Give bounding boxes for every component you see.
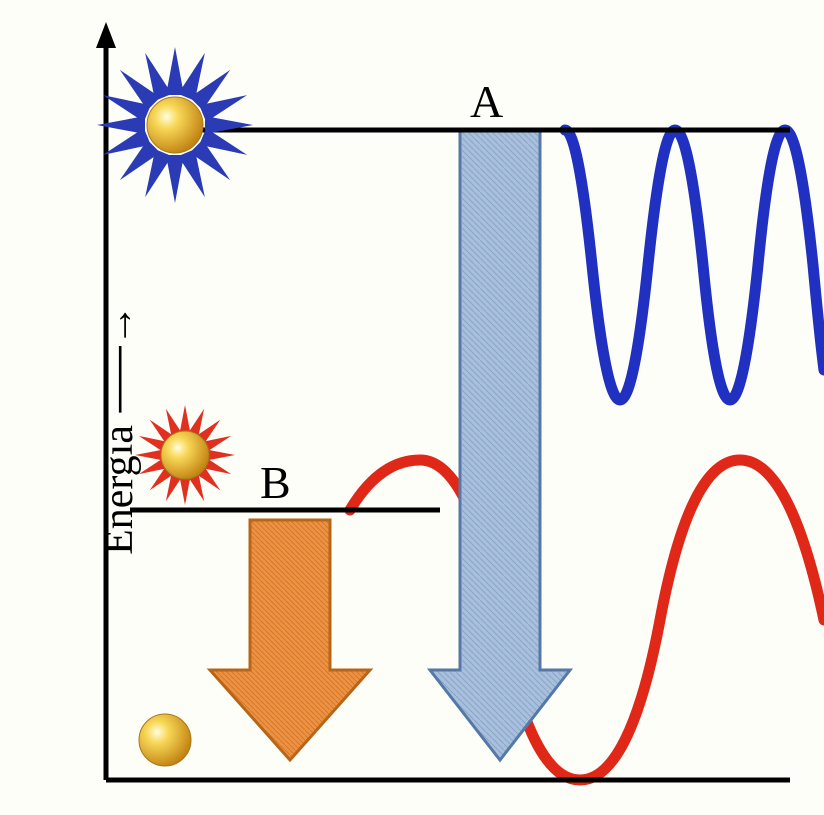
level-a-label: A	[470, 75, 503, 128]
energy-diagram: Energia ⸺→ A B	[0, 0, 824, 815]
red-sun-icon	[135, 405, 235, 505]
blue-wave	[565, 130, 824, 400]
blue-down-arrow	[430, 130, 570, 760]
ground-ball-icon	[139, 714, 191, 766]
orange-down-arrow	[210, 520, 370, 760]
level-b-label: B	[260, 456, 291, 509]
y-axis-label: Energia ⸺→	[84, 306, 145, 555]
y-axis-arrow	[96, 22, 116, 48]
blue-sun-icon	[97, 47, 253, 203]
